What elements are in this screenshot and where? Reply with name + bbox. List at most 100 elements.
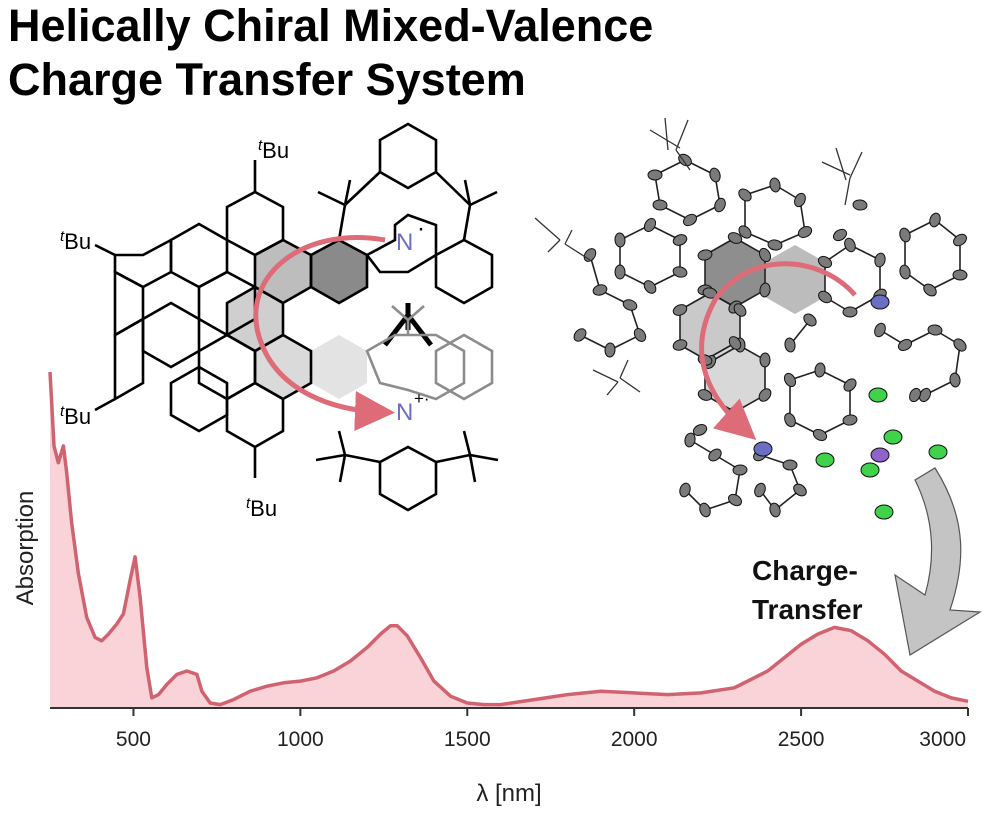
thf-wire-groups	[534, 117, 863, 396]
carbon-atom	[797, 226, 813, 238]
carbon-atom	[927, 324, 943, 336]
charge-transfer-label-1: Charge-	[752, 555, 858, 586]
fluorine-atom	[874, 504, 894, 520]
tbu-prefix: t	[60, 403, 65, 420]
tbu-text: Bu	[262, 138, 289, 163]
title-line-1: Helically Chiral Mixed-Valence	[8, 0, 654, 51]
carbon-atom	[897, 338, 913, 352]
tbu-label-top: tBu	[258, 137, 289, 163]
carbon-atom	[899, 264, 911, 280]
carbon-atom	[592, 284, 608, 296]
carbon-atom	[767, 239, 783, 251]
carbon-atom	[643, 217, 657, 233]
carbon-atom	[852, 199, 868, 211]
carbon-atom	[614, 264, 626, 280]
carbon-atom	[738, 188, 752, 202]
x-tick-label: 1000	[277, 728, 324, 751]
carbon-atom	[953, 233, 967, 247]
charge-transfer-arrow-crystal	[699, 261, 857, 440]
x-axis-ticks: 500 1000 1500 2000 2500 3000	[116, 708, 969, 751]
carbon-atom	[759, 282, 771, 298]
carbon-atom	[672, 304, 688, 316]
carbon-atom	[783, 372, 797, 388]
carbon-atom	[782, 459, 798, 471]
carbon-atom	[769, 177, 781, 193]
chemical-structure	[94, 122, 499, 512]
carbon-atom	[832, 228, 848, 242]
carbon-atom	[672, 234, 688, 246]
absorption-chart: 500 1000 1500 2000 2500 3000 λ [nm] Absorptio…	[12, 371, 969, 807]
molecule-labels: tBu tBu tBu tBu N · N +·	[60, 137, 430, 521]
carbon-atom	[842, 306, 858, 318]
fluorine-atom	[928, 444, 948, 460]
carbon-atom	[633, 328, 647, 342]
y-axis-title: Absorption	[12, 491, 39, 606]
carbon-atom	[842, 414, 858, 426]
fluorine-atom	[815, 452, 835, 468]
x-tick-label: 2000	[611, 728, 658, 751]
carbon-atom	[793, 483, 807, 497]
shaded-rings	[227, 240, 367, 399]
carbon-atom	[794, 192, 806, 208]
nitrogen-atom	[870, 294, 890, 310]
carbon-atom	[952, 269, 968, 281]
carbon-atom	[672, 266, 688, 278]
nitrogen-neutral: N	[396, 229, 413, 256]
x-axis-title: λ [nm]	[476, 780, 541, 807]
charge-transfer-arrow-structure	[253, 235, 395, 431]
carbon-atom	[754, 482, 766, 498]
tbu-label-bottom: tBu	[246, 495, 277, 521]
carbon-atom	[812, 428, 828, 442]
x-tick-label: 500	[116, 728, 151, 751]
tbu-text: Bu	[250, 496, 277, 521]
tbu-label-lower-left: tBu	[60, 403, 91, 429]
carbon-atom	[758, 388, 772, 402]
carbon-atom	[803, 313, 817, 327]
carbon-atom	[647, 169, 663, 181]
carbon-atom	[874, 252, 886, 268]
fluorine-atom	[868, 387, 888, 403]
carbon-atom	[814, 362, 826, 378]
carbon-atom	[733, 303, 747, 317]
x-tick-label: 1500	[444, 728, 491, 751]
carbon-atom	[727, 232, 743, 244]
carbon-atom	[929, 212, 941, 228]
carbon-atom	[583, 248, 597, 262]
carbon-atom	[843, 378, 857, 392]
carbon-atom	[604, 342, 616, 358]
spectrum-area	[50, 372, 968, 708]
carbon-atom	[697, 389, 713, 401]
crystal-structure	[534, 117, 968, 520]
tbu-label-left: tBu	[60, 228, 91, 254]
carbon-atom	[684, 432, 696, 448]
carbon-atom	[758, 247, 772, 263]
carbon-atom	[899, 227, 911, 243]
carbon-atom	[652, 199, 668, 211]
carbon-atom	[699, 502, 711, 518]
spectrum-line	[48, 371, 969, 707]
carbon-atom	[769, 502, 781, 518]
tbu-text: Bu	[64, 229, 91, 254]
carbon-atom	[759, 352, 771, 368]
charge-transfer-pointer-arrow	[894, 467, 982, 656]
carbon-atom	[614, 232, 626, 248]
carbon-atom	[909, 387, 921, 403]
tbu-text: Bu	[64, 404, 91, 429]
carbon-atom	[573, 328, 587, 342]
carbon-atom	[949, 372, 961, 388]
carbon-atom	[817, 255, 833, 269]
carbon-atom	[697, 249, 713, 261]
carbon-atom	[708, 448, 722, 462]
carbon-atom	[679, 482, 691, 498]
carbon-atom	[844, 237, 856, 253]
nitrogen-atom	[753, 441, 773, 457]
x-tick-label: 2500	[778, 728, 825, 751]
carbon-atom	[953, 338, 967, 352]
lower-amine-unit	[365, 305, 494, 401]
carbon-atom	[728, 493, 742, 507]
carbon-atom	[738, 225, 752, 239]
carbon-atom	[874, 322, 886, 338]
carbon-atom	[692, 424, 708, 436]
nitrogen-cation-mark: +·	[414, 389, 430, 408]
